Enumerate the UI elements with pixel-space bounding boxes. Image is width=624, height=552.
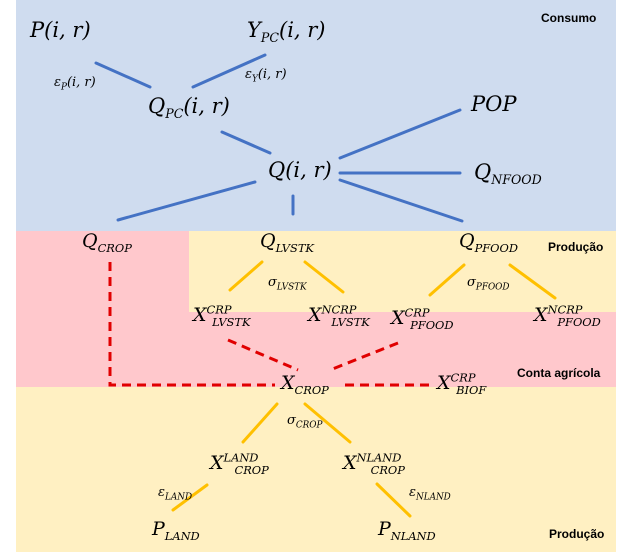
link-qpc-q bbox=[220, 130, 272, 155]
link-qpfood-x-crp bbox=[428, 263, 466, 297]
link-pop-q bbox=[338, 108, 462, 160]
param-eps-nland: εNLAND bbox=[409, 485, 451, 503]
node-qpfood: QPFOOD bbox=[459, 230, 518, 255]
node-pop: POP bbox=[471, 92, 517, 116]
node-x-pfood-crp: XCRPPFOOD bbox=[391, 305, 454, 332]
consumo-region bbox=[16, 0, 616, 231]
link-nland-pnland bbox=[375, 482, 412, 518]
node-qcrop: QCROP bbox=[82, 230, 132, 255]
link-lvstk-crp-xcrop bbox=[227, 338, 299, 372]
param-sigma-lvstk: σLVSTK bbox=[268, 275, 307, 293]
link-qlvstk-x-crp bbox=[228, 260, 264, 292]
node-qnfood: QNFOOD bbox=[474, 160, 542, 188]
link-ypc-qpc bbox=[191, 53, 267, 89]
link-qpfood-x-ncrp bbox=[508, 263, 557, 300]
node-x-crop-nland: XNLANDCROP bbox=[343, 450, 405, 477]
param-eps-y: εY(i, r) bbox=[245, 67, 287, 85]
link-q-qpfood bbox=[338, 178, 464, 223]
param-eps-land: εLAND bbox=[158, 485, 193, 503]
node-p: P(i, r) bbox=[30, 18, 91, 42]
node-pland: PLAND bbox=[152, 518, 200, 543]
node-q: Q(i, r) bbox=[268, 158, 332, 182]
node-x-lvstk-ncrp: XNCRPLVSTK bbox=[308, 302, 370, 329]
link-land-pland bbox=[171, 483, 209, 512]
param-sigma-crop: σCROP bbox=[287, 413, 323, 431]
link-q-qcrop bbox=[116, 180, 257, 222]
link-qlvstk-x-ncrp bbox=[303, 260, 345, 294]
link-qcrop-xcrop bbox=[108, 262, 275, 387]
node-qlvstk: QLVSTK bbox=[260, 230, 314, 255]
consumo-label: Consumo bbox=[541, 11, 597, 25]
link-p-qpc bbox=[94, 61, 152, 89]
param-sigma-pfood: σPFOOD bbox=[467, 275, 510, 293]
node-ypc: YPC(i, r) bbox=[247, 18, 326, 46]
node-x-lvstk-crp: XCRPLVSTK bbox=[193, 302, 251, 329]
link-pfood-crp-xcrop bbox=[329, 341, 399, 372]
param-eps-p: εP(i, r) bbox=[54, 75, 96, 93]
producao-top-region bbox=[189, 231, 616, 312]
conta-agricola-region bbox=[189, 312, 616, 387]
producao-bottom-label: Produção bbox=[549, 527, 605, 541]
node-xcrop: XCROP bbox=[281, 372, 329, 397]
node-x-biof-crp: XCRPBIOF bbox=[437, 370, 487, 397]
node-x-crop-land: XLANDCROP bbox=[210, 450, 269, 477]
producao-top-region-left bbox=[16, 231, 189, 387]
producao-top-label: Produção bbox=[548, 240, 604, 254]
node-qpc: QPC(i, r) bbox=[148, 94, 230, 122]
link-xcrop-nland bbox=[303, 402, 352, 444]
link-xcrop-land bbox=[241, 402, 279, 444]
node-x-pfood-ncrp: XNCRPPFOOD bbox=[534, 302, 601, 329]
conta-agricola-label: Conta agrícola bbox=[517, 366, 601, 380]
node-pnland: PNLAND bbox=[378, 518, 436, 543]
